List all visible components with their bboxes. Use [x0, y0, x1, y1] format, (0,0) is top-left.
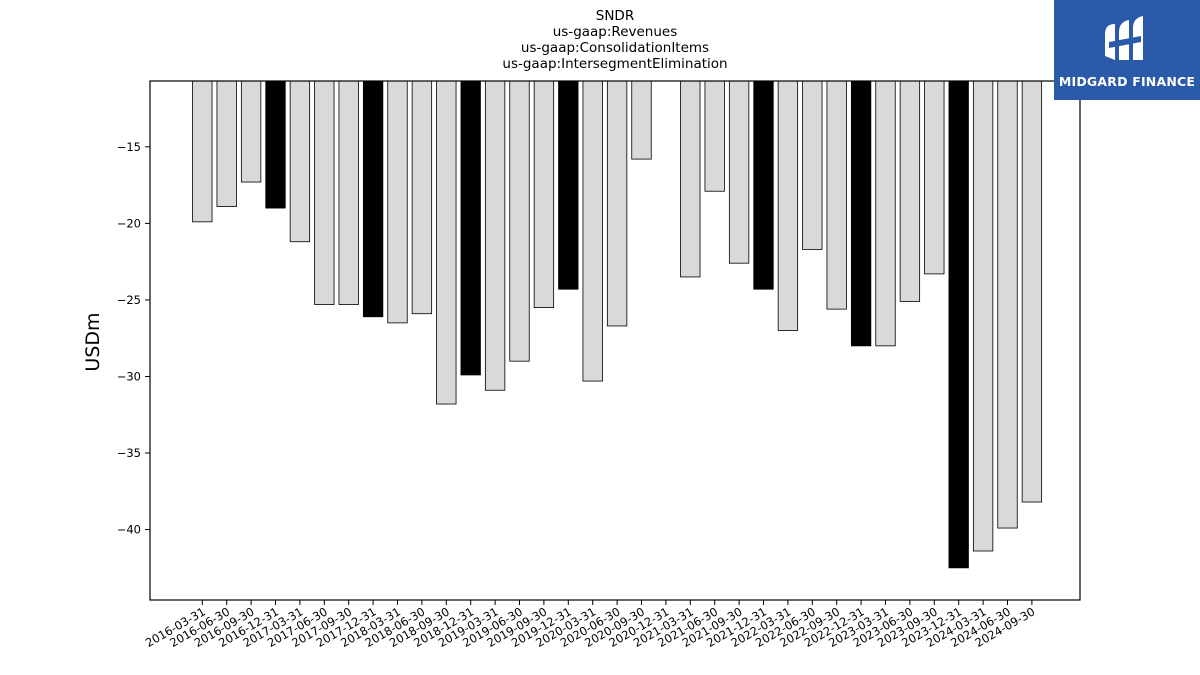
bar-2022-03-31 — [777, 80, 799, 331]
bar-2019-09-30 — [533, 80, 555, 308]
bar-2018-03-31 — [387, 80, 408, 324]
bar-2019-06-30 — [509, 80, 530, 362]
y-tick-label: −20 — [117, 216, 141, 230]
bar-2019-12-31 — [558, 80, 579, 290]
y-tick-label: −40 — [117, 523, 141, 537]
bar-2017-06-30 — [314, 80, 335, 305]
midgard-finance-logo: MIDGARD FINANCE — [1054, 0, 1200, 100]
bars-group — [192, 80, 1043, 569]
bar-2021-03-31 — [680, 80, 701, 278]
bar-2024-03-31 — [972, 80, 994, 552]
bar-2019-03-31 — [484, 80, 506, 391]
bar-2016-12-31 — [265, 80, 286, 209]
bar-2017-12-31 — [362, 80, 384, 318]
plot-frame — [149, 80, 1081, 601]
bar-2016-09-30 — [240, 80, 262, 183]
chart-title-line: SNDR — [596, 8, 634, 24]
chart-title: SNDRus-gaap:Revenuesus-gaap:Consolidatio… — [502, 8, 727, 72]
bar-2017-09-30 — [338, 80, 359, 305]
bar-2020-06-30 — [606, 80, 628, 327]
bar-2018-12-31 — [460, 80, 481, 376]
bar-2023-06-30 — [899, 80, 921, 302]
bar-2016-06-30 — [216, 80, 237, 207]
logo-text: MIDGARD FINANCE — [1058, 73, 1196, 89]
x-axis: 2016-03-312016-06-302016-09-302016-12-31… — [143, 600, 1037, 650]
midgard-logo-icon — [1105, 15, 1143, 60]
bar-2018-06-30 — [411, 80, 433, 315]
y-tick-label: −35 — [117, 446, 141, 460]
bar-2022-12-31 — [850, 80, 872, 347]
chart-title-line: us-gaap:Revenues — [553, 24, 678, 40]
bar-2018-09-30 — [436, 80, 457, 405]
bar-2020-09-30 — [631, 80, 652, 160]
y-tick-label: −30 — [117, 369, 141, 383]
bar-2021-09-30 — [728, 80, 750, 264]
y-tick-label: −25 — [117, 293, 141, 307]
bar-2016-03-31 — [192, 80, 213, 223]
bar-2022-09-30 — [826, 80, 847, 310]
bar-2024-06-30 — [997, 80, 1018, 529]
bar-2023-09-30 — [924, 80, 945, 275]
bar-2021-06-30 — [704, 80, 725, 192]
bar-2017-03-31 — [289, 80, 311, 243]
bar-2020-03-31 — [582, 80, 603, 382]
bar-2023-03-31 — [875, 80, 896, 347]
bar-2024-09-30 — [1021, 80, 1043, 503]
y-axis: −15 −20 −25 −30 −35 −40 — [117, 140, 150, 537]
bar-2021-12-31 — [753, 80, 774, 290]
bar-2023-12-31 — [948, 80, 969, 569]
chart-title-line: us-gaap:IntersegmentElimination — [502, 56, 727, 72]
y-tick-label: −15 — [117, 140, 141, 154]
bar-2022-06-30 — [802, 80, 823, 250]
chart-title-line: us-gaap:ConsolidationItems — [521, 40, 709, 56]
y-axis-label: USDm — [82, 312, 104, 371]
